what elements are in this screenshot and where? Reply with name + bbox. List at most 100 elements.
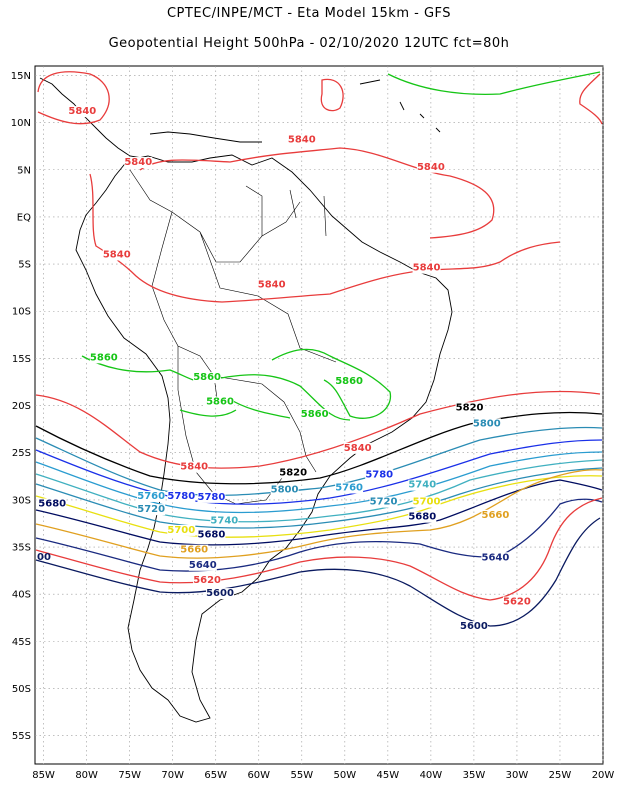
lat-tick-label: 10N [11,118,31,129]
contour-label-5760: 5760 [335,482,363,493]
contour-label-bg [300,408,329,420]
contour-5840-lines [35,71,603,469]
contour-5760-lines [35,451,603,514]
contour-5660-lines [35,469,603,559]
contour-label-5820: 5820 [279,467,307,478]
contour-5740-lines [35,459,603,523]
contour-5680-lines [35,479,603,546]
lat-tick-label: 50S [12,684,31,695]
chart-subtitle: Geopotential Height 500hPa - 02/10/2020 … [108,36,510,51]
contour-label-5660: 5660 [482,510,510,521]
contour-label-bg [416,161,445,173]
lat-tick-label: EQ [17,212,31,223]
lon-tick-label: 20W [592,770,615,781]
contour-5820-lines [35,411,603,485]
contour-label-bg [459,621,488,633]
contour-label-bg [193,574,222,586]
lat-tick-label: 30S [12,495,31,506]
lat-tick-label: 20S [12,401,31,412]
contour-label-bg [287,134,316,146]
contour-label-5840: 5840 [180,462,208,473]
contour-label-bg [188,559,217,571]
contour-label-5860: 5860 [90,352,118,363]
contour-label-bg [197,491,226,503]
lon-tick-label: 65W [204,770,227,781]
contour-label-bg [167,490,196,502]
contour-5700-lines [35,475,603,538]
contour-label-bg [137,490,166,502]
contour-label-5800: 5800 [473,418,501,429]
contour-label-bg [343,442,372,454]
contour-label-5860: 5860 [335,376,363,387]
contour-5800-lines [35,426,603,496]
lat-tick-label: 5N [17,165,31,176]
contour-label-bg [279,467,308,479]
contour-label-bg [335,482,364,494]
edge-label: 00 [37,552,51,563]
grid-lines [35,66,604,764]
lon-tick-label: 30W [506,770,529,781]
contour-label-5860: 5860 [206,397,234,408]
contour-label-bg [38,498,67,510]
contour-label-bg [137,504,166,516]
contour-label-bg [502,596,531,608]
contour-label-bg [412,496,441,508]
contour-label-5660: 5660 [180,545,208,556]
lat-tick-label: 45S [12,637,31,648]
contour-label-5780: 5780 [167,491,195,502]
contour-label-bg [365,469,394,481]
contour-label-5600: 5600 [460,621,488,632]
lon-tick-label: 85W [32,770,55,781]
contour-label-bg [481,509,510,521]
contour-label-bg [167,524,196,536]
contour-label-bg [68,106,97,118]
contour-label-bg [408,511,437,523]
coastline-caribbean [359,79,441,133]
lon-tick-label: 35W [463,770,486,781]
contour-label-5740: 5740 [210,515,238,526]
contour-label-5640: 5640 [189,560,217,571]
contour-label-5820: 5820 [456,402,484,413]
lon-tick-label: 80W [75,770,98,781]
contour-label-5760: 5760 [137,491,165,502]
contour-label-bg [206,396,235,408]
contour-label-bg [193,372,222,384]
contour-label-bg [124,157,153,169]
contour-label-bg [270,484,299,496]
contour-label-5700: 5700 [167,525,195,536]
contour-5780-lines [35,439,603,505]
contour-label-5620: 5620 [503,597,531,608]
lon-tick-label: 60W [247,770,270,781]
contour-label-bg [369,496,398,508]
contour-label-5720: 5720 [370,497,398,508]
contour-label-bg [206,588,235,600]
lon-tick-label: 75W [118,770,141,781]
contour-label-5600: 5600 [206,588,234,599]
lat-tick-label: 25S [12,448,31,459]
contour-label-bg [481,552,510,564]
contour-label-5840: 5840 [68,106,96,117]
lon-tick-label: 55W [290,770,313,781]
contour-label-5740: 5740 [408,480,436,491]
contour-label-bg [210,515,239,527]
contour-label-bg [412,262,441,274]
chart-title: CPTEC/INPE/MCT - Eta Model 15km - GFS [166,6,452,21]
contour-label-5800: 5800 [271,484,299,495]
contour-label-bg [102,249,131,261]
contour-label-5700: 5700 [413,497,441,508]
contour-label-bg [335,375,364,387]
contour-5600-lines [35,517,601,627]
lat-tick-label: 40S [12,590,31,601]
lon-tick-label: 45W [377,770,400,781]
contour-label-5840: 5840 [344,443,372,454]
contour-5620-lines [35,497,603,601]
coastline [39,77,453,723]
contour-label-5680: 5680 [38,498,66,509]
contour-label-bg [408,479,437,491]
lon-tick-label: 70W [161,770,184,781]
lon-tick-label: 40W [420,770,443,781]
contour-label-bg [197,529,226,541]
lon-tick-label: 25W [549,770,572,781]
lat-tick-label: 55S [12,731,31,742]
